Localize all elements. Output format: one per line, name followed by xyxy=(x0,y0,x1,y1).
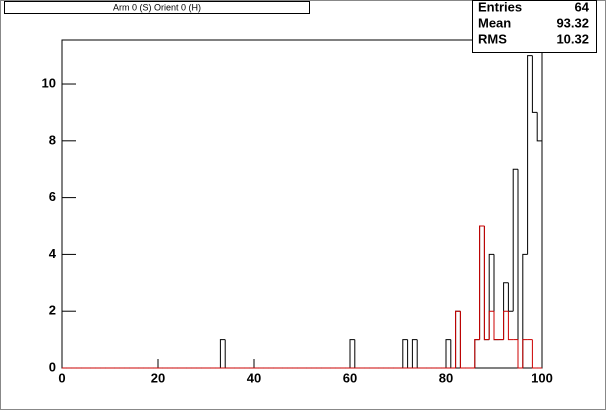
histogram-bin xyxy=(527,55,533,255)
histogram-bin xyxy=(488,310,494,340)
x-tick-label: 0 xyxy=(58,370,65,385)
stats-value: 64 xyxy=(575,0,590,14)
stats-label: Mean xyxy=(478,15,511,30)
y-tick-label: 6 xyxy=(49,189,56,204)
histogram-bin xyxy=(474,339,480,368)
histogram-bin xyxy=(483,226,490,341)
histogram-bin xyxy=(536,112,543,368)
histogram-bin xyxy=(349,339,355,368)
histogram-bin xyxy=(522,253,528,368)
histogram-bin xyxy=(219,339,226,368)
x-tick-label: 20 xyxy=(151,370,165,385)
stats-label: RMS xyxy=(478,31,507,46)
stats-label: Entries xyxy=(478,0,522,14)
title-box xyxy=(4,1,310,14)
histogram-bin xyxy=(522,339,528,368)
x-tick-label: 100 xyxy=(531,370,553,385)
histogram-bin xyxy=(459,311,466,369)
histogram-bin xyxy=(445,339,451,368)
histogram-bin xyxy=(531,339,538,369)
x-tick-label: 40 xyxy=(247,370,261,385)
frame xyxy=(61,39,543,369)
title: Arm 0 (S) Orient 0 (H) xyxy=(113,2,201,12)
histogram-bin xyxy=(517,339,523,369)
histogram-bin xyxy=(402,339,408,368)
y-tick-label: 8 xyxy=(49,132,56,147)
histogram-bin xyxy=(531,55,538,113)
histogram-bin xyxy=(507,311,514,341)
stats-box xyxy=(472,0,597,53)
histogram-bin xyxy=(479,225,485,340)
x-tick-label: 60 xyxy=(343,370,357,385)
y-tick-label: 4 xyxy=(49,246,57,261)
stats-value: 10.32 xyxy=(556,31,589,46)
y-tick-label: 0 xyxy=(49,359,56,374)
histogram-bin xyxy=(512,168,518,312)
y-tick-label: 10 xyxy=(42,75,56,90)
histogram-bin xyxy=(455,310,461,368)
histogram-bin xyxy=(503,310,509,340)
x-tick-label: 80 xyxy=(439,370,453,385)
stats-value: 93.32 xyxy=(556,15,589,30)
histogram-bin xyxy=(493,311,499,341)
y-tick-label: 2 xyxy=(49,303,56,318)
histogram-bin xyxy=(411,339,418,368)
